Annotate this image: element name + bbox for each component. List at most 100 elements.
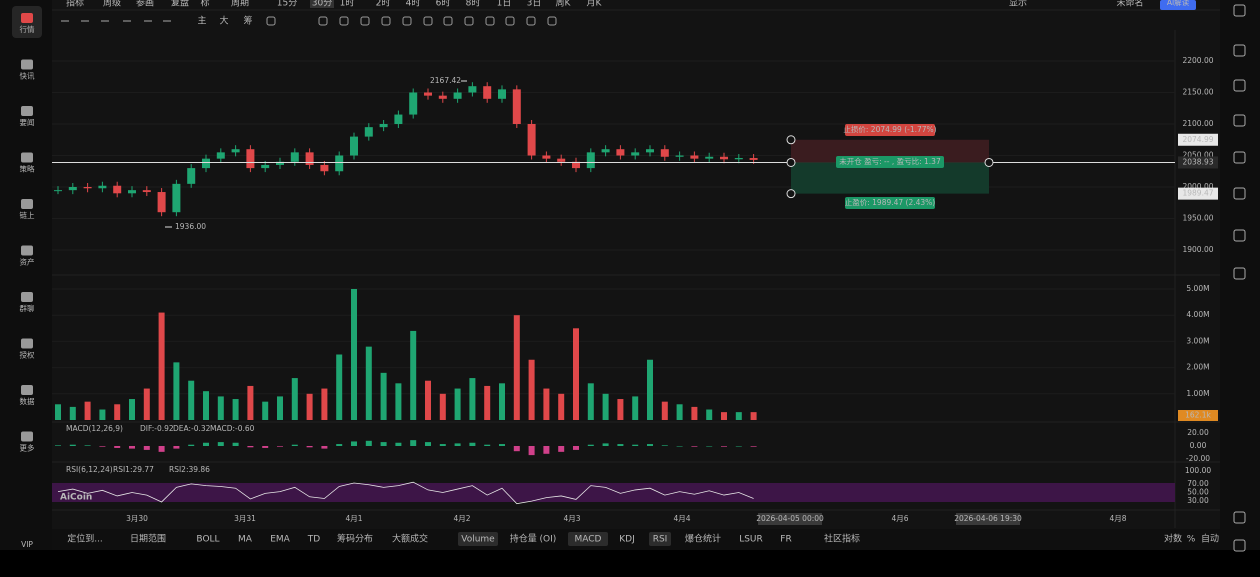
tool-icon[interactable] (526, 16, 536, 26)
sub-indicator-toggle[interactable]: 爆仓统计 (685, 533, 721, 545)
macd-bar (410, 440, 417, 446)
nav-item[interactable]: 数据 (20, 396, 35, 406)
sub-indicator-toggle[interactable]: Volume (461, 535, 495, 545)
side-icon[interactable] (1233, 187, 1246, 200)
ai-button-bg[interactable] (1160, 0, 1196, 10)
tool-icon[interactable] (547, 16, 557, 26)
nav-icon[interactable] (21, 13, 33, 23)
toolbar-item[interactable]: 周期 (231, 0, 249, 9)
nav-item[interactable]: 行情 (20, 24, 35, 34)
toolbar-item[interactable]: 未命名 (1116, 0, 1143, 9)
tool-icon[interactable] (339, 16, 349, 26)
nav-icon[interactable] (21, 245, 33, 256)
scale-option[interactable]: % (1187, 535, 1196, 545)
nav-item[interactable]: 快讯 (20, 71, 35, 81)
nav-icon[interactable] (21, 385, 33, 395)
nav-icon[interactable] (21, 152, 33, 163)
sub-indicator-toggle[interactable]: FR (780, 535, 791, 545)
volume-bar (661, 401, 668, 420)
candle (483, 86, 492, 99)
scale-option[interactable]: 对数 (1164, 533, 1182, 545)
toolbar-item[interactable]: 标 (200, 0, 209, 9)
toolbar-main[interactable]: 大 (219, 15, 228, 27)
indicator-toggle[interactable]: EMA (270, 535, 290, 545)
sub-indicator-toggle[interactable]: 社区指标 (824, 533, 860, 545)
vip[interactable]: VIP (21, 540, 33, 549)
nav-icon[interactable] (21, 59, 33, 70)
toolbar-item[interactable]: 复盘 (171, 0, 189, 9)
toolbar-item[interactable]: 月K (587, 0, 603, 9)
handle[interactable] (786, 135, 796, 145)
toolbar-item[interactable]: 8时 (466, 0, 481, 9)
tool-icon[interactable] (464, 16, 474, 26)
toolbar-item[interactable]: 3日 (527, 0, 542, 9)
bottom-control[interactable]: 日期范围 (130, 533, 166, 545)
tool-icon[interactable] (381, 16, 391, 26)
nav-item[interactable]: 链上 (20, 210, 35, 220)
macd-bar (676, 446, 683, 447)
toolbar-item[interactable]: 1时 (340, 0, 355, 9)
nav-icon[interactable] (21, 292, 33, 302)
sub-indicator-toggle[interactable]: MACD (575, 535, 602, 545)
macd-bar (558, 446, 565, 452)
side-icon[interactable] (1233, 114, 1246, 127)
nav-icon[interactable] (21, 338, 33, 349)
tool-icon[interactable] (266, 16, 276, 26)
scale-option[interactable]: 自动 (1201, 533, 1219, 545)
nav-item[interactable]: 策略 (20, 164, 35, 174)
nav-item[interactable]: 要闻 (20, 118, 35, 127)
nav-icon[interactable] (21, 106, 33, 116)
indicator-toggle[interactable]: 大额成交 (392, 533, 428, 545)
toolbar-item[interactable]: 参画 (136, 0, 154, 9)
nav-item[interactable]: 资产 (20, 257, 35, 267)
side-icon[interactable] (1233, 79, 1246, 92)
side-icon[interactable] (1233, 229, 1246, 242)
toolbar-item[interactable]: 周级 (103, 0, 121, 9)
crosshair-bg (758, 513, 822, 525)
tool-icon[interactable] (318, 16, 328, 26)
indicator-toggle[interactable]: 筹码分布 (337, 533, 373, 545)
toolbar-item[interactable]: 30分 (312, 0, 332, 9)
volume-bar (173, 362, 180, 420)
bottom-control[interactable]: 定位到... (67, 533, 103, 545)
toolbar-item[interactable]: 指标 (66, 0, 84, 9)
tool-icon[interactable] (505, 16, 515, 26)
ai-button[interactable]: AI解读 (1167, 0, 1190, 7)
toolbar-item[interactable]: 15分 (277, 0, 297, 9)
side-icon[interactable] (1233, 267, 1246, 280)
candle (498, 89, 506, 99)
indicator-toggle[interactable]: TD (307, 535, 320, 545)
nav-icon[interactable] (21, 199, 33, 209)
side-icon[interactable] (1233, 151, 1246, 164)
tool-icon[interactable] (360, 16, 370, 26)
sub-indicator-toggle[interactable]: LSUR (739, 535, 763, 545)
handle[interactable] (786, 189, 796, 199)
toolbar-main[interactable]: 主 (197, 15, 206, 27)
nav-item[interactable]: 更多 (20, 443, 35, 453)
side-icon[interactable] (1233, 44, 1246, 57)
nav-item[interactable]: 群聊 (20, 303, 35, 313)
nav-item[interactable]: 授权 (20, 350, 35, 360)
tool-icon[interactable] (485, 16, 495, 26)
indicator-toggle[interactable]: MA (238, 535, 253, 545)
handle[interactable] (984, 157, 994, 167)
toolbar-item[interactable]: 显示 (1009, 0, 1027, 9)
sub-indicator-toggle[interactable]: 持仓量 (OI) (510, 533, 557, 545)
side-icon[interactable] (1233, 511, 1246, 524)
toolbar-main[interactable]: 筹 (243, 15, 252, 27)
toolbar-item[interactable]: 4时 (406, 0, 421, 9)
tool-icon[interactable] (443, 16, 453, 26)
indicator-toggle[interactable]: BOLL (196, 535, 219, 545)
nav-icon[interactable] (21, 431, 33, 442)
side-icon[interactable] (1233, 4, 1246, 17)
tool-icon[interactable] (402, 16, 412, 26)
sub-indicator-toggle[interactable]: KDJ (619, 535, 635, 545)
toolbar-item[interactable]: 1日 (497, 0, 512, 9)
toolbar-item[interactable]: 周K (556, 0, 572, 9)
toolbar-item[interactable]: 2时 (376, 0, 391, 9)
toolbar-item[interactable]: 6时 (436, 0, 451, 9)
tool-icon[interactable] (423, 16, 433, 26)
handle[interactable] (786, 157, 796, 167)
sub-indicator-toggle[interactable]: RSI (653, 535, 668, 545)
side-icon[interactable] (1233, 539, 1246, 552)
